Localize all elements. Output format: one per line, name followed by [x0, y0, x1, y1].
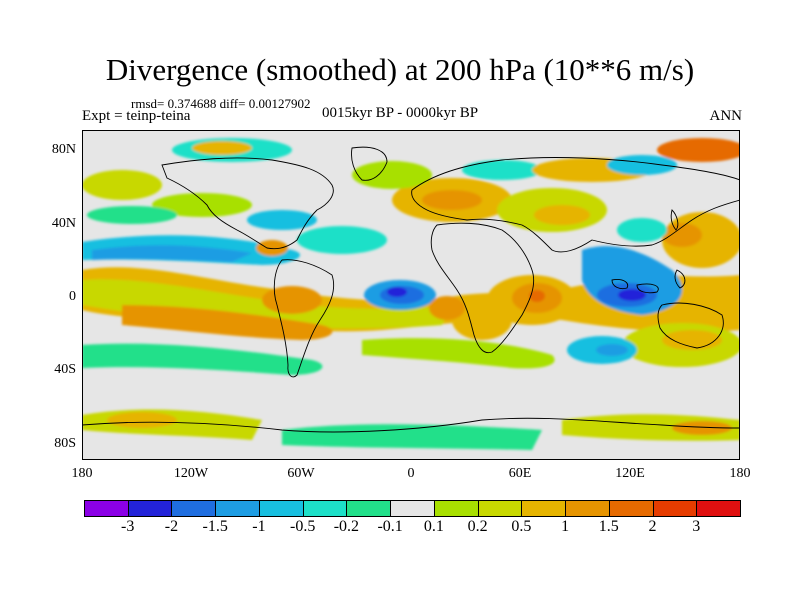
- lat-tick-80n: 80N: [51, 142, 76, 157]
- colorbar-label: -0.2: [333, 518, 360, 535]
- colorbar-label: 1: [561, 518, 570, 535]
- colorbar-swatch: [302, 500, 348, 517]
- lon-tick-60w: 60W: [287, 466, 315, 481]
- lon-tick-180e: 180: [729, 466, 751, 481]
- colorbar-label: -1.5: [202, 518, 228, 535]
- lon-tick-120w: 120W: [173, 466, 209, 481]
- season-label: ANN: [709, 108, 743, 124]
- field-blobs: [82, 138, 740, 450]
- colorbar-swatch: [390, 500, 435, 517]
- colorbar-swatch: [565, 500, 610, 517]
- colorbar-swatch: [608, 500, 654, 517]
- lon-tick-0: 0: [407, 466, 415, 481]
- colorbar: [84, 500, 741, 517]
- colorbar-swatch: [84, 500, 129, 517]
- colorbar-swatch: [696, 500, 741, 517]
- colorbar-label: 3: [692, 518, 701, 535]
- colorbar-label: -3: [121, 518, 135, 535]
- colorbar-swatch: [258, 500, 304, 517]
- period-label: 0015kyr BP - 0000kyr BP: [321, 105, 479, 121]
- colorbar-label: -1: [252, 518, 266, 535]
- plot-frame: [82, 130, 740, 460]
- stats-label: rmsd= 0.374688 diff= 0.00127902: [131, 96, 311, 111]
- colorbar-label: 0.5: [511, 518, 532, 535]
- colorbar-swatch: [477, 500, 523, 517]
- colorbar-label: -2: [164, 518, 179, 535]
- lat-tick-40n: 40N: [51, 216, 76, 231]
- lon-tick-60e: 60E: [508, 466, 532, 481]
- lat-tick-80s: 80S: [54, 436, 76, 451]
- colorbar-swatch: [346, 500, 392, 517]
- experiment-label: Expt = teinp-teina: [82, 108, 191, 124]
- coastlines: [82, 146, 740, 433]
- colorbar-swatch: [521, 500, 567, 517]
- colorbar-label: 1.5: [598, 518, 619, 535]
- colorbar-label: 0.2: [467, 518, 488, 535]
- colorbar-label: -0.5: [289, 518, 316, 535]
- colorbar-swatch: [171, 500, 217, 517]
- colorbar-label: 2: [648, 518, 657, 535]
- colorbar-swatch: [127, 500, 173, 517]
- colorbar-swatch: [433, 500, 479, 517]
- colorbar-label: 0.1: [423, 518, 444, 535]
- map-title: Divergence (smoothed) at 200 hPa (10**6 …: [105, 52, 695, 87]
- lon-tick-120e: 120E: [615, 466, 645, 481]
- lon-tick-180w: 180: [71, 466, 93, 481]
- colorbar-swatch: [215, 500, 260, 517]
- divergence-map: [82, 130, 740, 460]
- colorbar-swatch: [652, 500, 698, 517]
- colorbar-label: -0.1: [377, 518, 403, 535]
- lat-tick-0: 0: [69, 289, 76, 304]
- lat-tick-40s: 40S: [54, 362, 76, 377]
